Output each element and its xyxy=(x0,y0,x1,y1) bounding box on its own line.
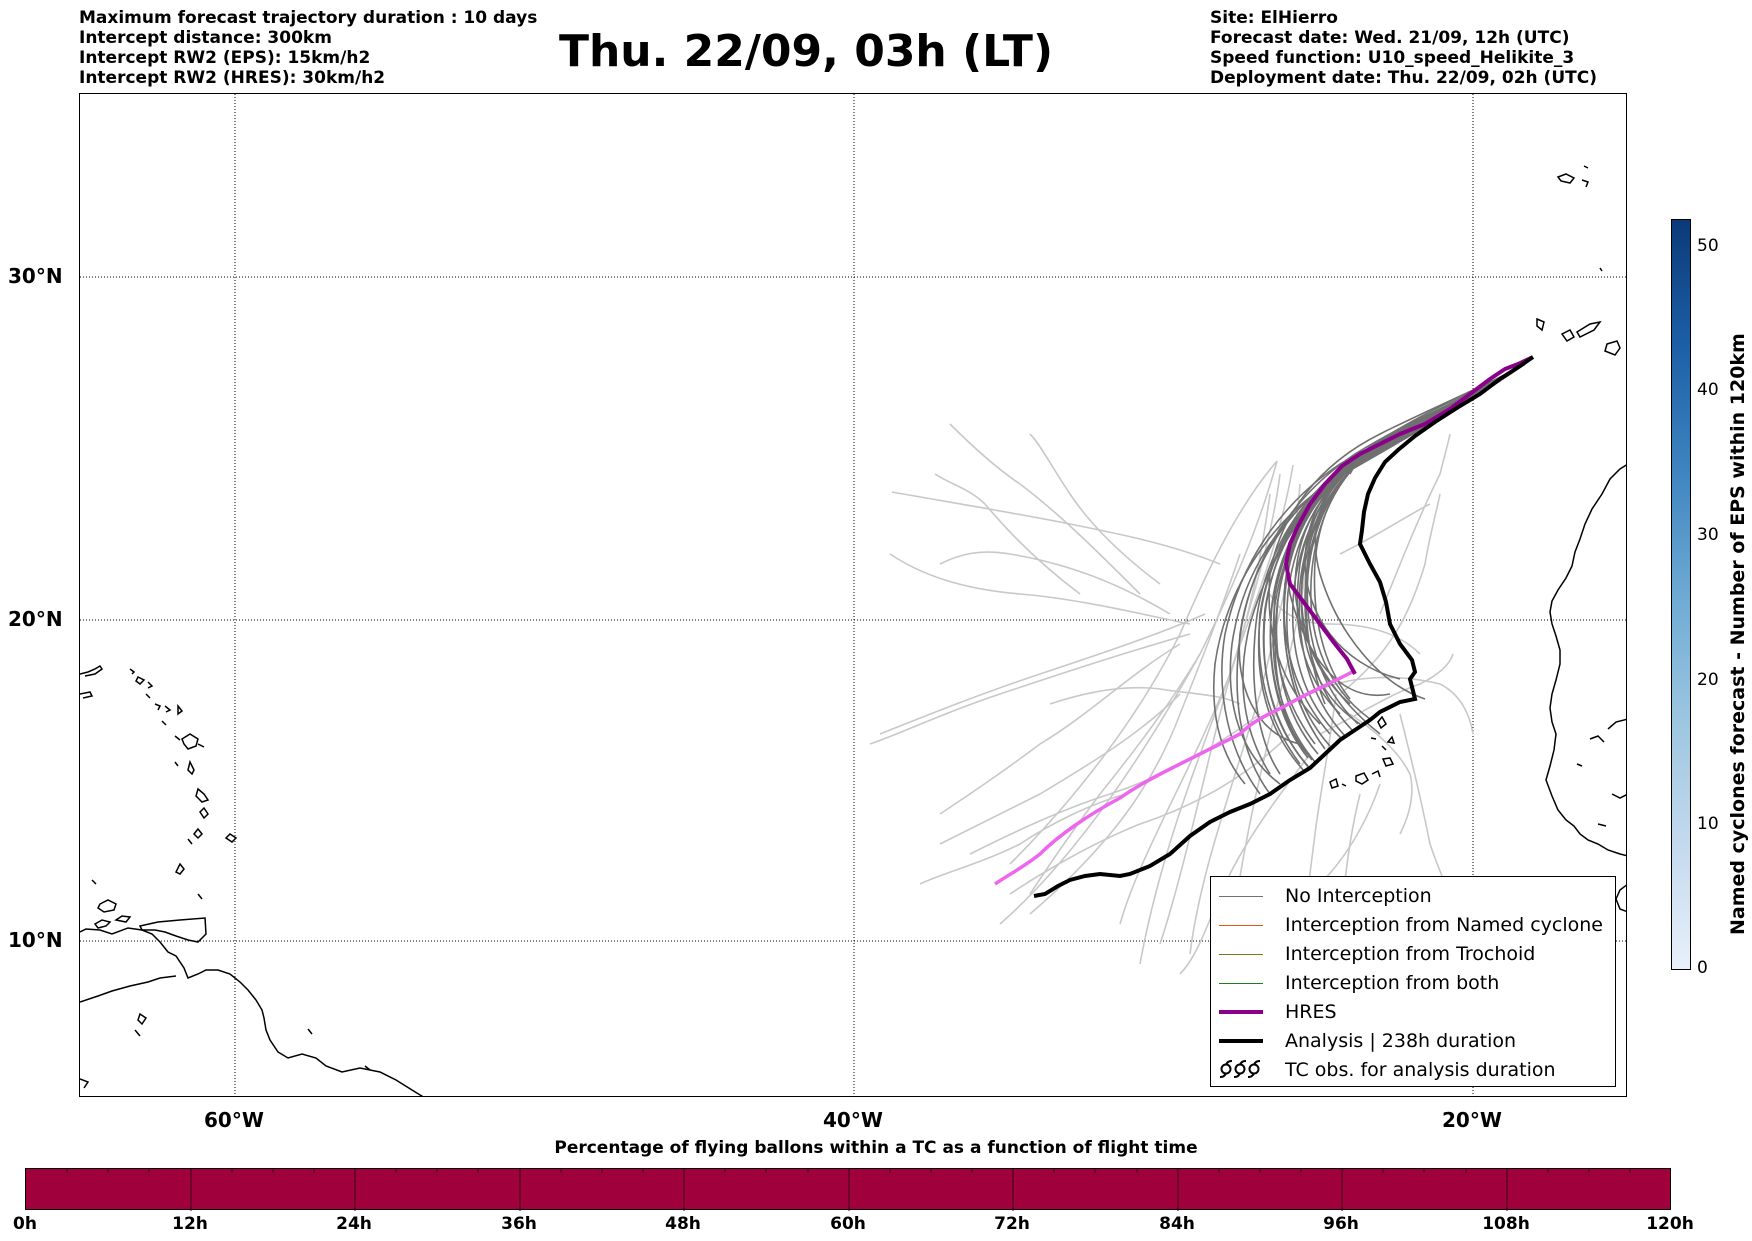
header-left-line: Maximum forecast trajectory duration : 1… xyxy=(79,8,538,28)
legend: No Interception Interception from Named … xyxy=(1210,876,1616,1087)
lat-label-30n: 30°N xyxy=(8,264,63,288)
header-left-line: Intercept RW2 (HRES): 30km/h2 xyxy=(79,68,386,88)
flight-time-tick: 48h xyxy=(665,1214,701,1234)
trajectories-dark xyxy=(1212,363,1526,795)
legend-item-both: Interception from both xyxy=(1219,969,1499,997)
legend-label: TC obs. for analysis duration xyxy=(1285,1059,1556,1081)
pink-track xyxy=(994,670,1353,886)
legend-swatch xyxy=(1219,1039,1263,1043)
legend-swatch xyxy=(1219,1010,1263,1014)
header-right-line: Site: ElHierro xyxy=(1210,8,1338,28)
header-left-line: Intercept RW2 (EPS): 15km/h2 xyxy=(79,48,371,68)
coastline-africa xyxy=(1536,165,1626,913)
flight-time-tick: 24h xyxy=(336,1214,372,1234)
flight-time-bar-title: Percentage of flying ballons within a TC… xyxy=(554,1138,1198,1158)
legend-label: Analysis | 238h duration xyxy=(1285,1030,1517,1052)
lat-label-20n: 20°N xyxy=(8,607,63,631)
colorbar-tick: 30 xyxy=(1697,525,1719,545)
trajectories-light xyxy=(869,423,1474,975)
legend-label: Interception from Trochoid xyxy=(1285,943,1536,965)
legend-label: HRES xyxy=(1285,1001,1337,1023)
colorbar-label: Named cyclones forecast - Number of EPS … xyxy=(1727,333,1749,935)
analysis-track xyxy=(1033,355,1535,898)
legend-item-named-cyclone: Interception from Named cyclone xyxy=(1219,911,1603,939)
legend-label: Interception from Named cyclone xyxy=(1285,914,1603,936)
header-right-line: Forecast date: Wed. 21/09, 12h (UTC) xyxy=(1210,28,1570,48)
legend-item-trochoid: Interception from Trochoid xyxy=(1219,940,1535,968)
coastline-caribbean xyxy=(80,664,424,1096)
lon-label-60w: 60°W xyxy=(204,1108,264,1132)
flight-time-tick: 36h xyxy=(501,1214,537,1234)
colorbar-tick: 10 xyxy=(1697,814,1719,834)
coastline-cape-verde xyxy=(1329,715,1396,789)
colorbar-tick: 40 xyxy=(1697,380,1719,400)
legend-swatch xyxy=(1219,982,1263,984)
legend-swatch xyxy=(1219,953,1263,955)
flight-time-tick: 84h xyxy=(1159,1214,1195,1234)
legend-item-no-interception: No Interception xyxy=(1219,882,1432,910)
header-right-info: Site: ElHierro Forecast date: Wed. 21/09… xyxy=(1210,8,1597,88)
flight-time-colorbar xyxy=(25,1168,1671,1211)
flight-time-tick: 60h xyxy=(830,1214,866,1234)
flight-time-tick: 96h xyxy=(1323,1214,1359,1234)
header-left-line: Intercept distance: 300km xyxy=(79,28,332,48)
lon-label-40w: 40°W xyxy=(823,1108,883,1132)
legend-swatch xyxy=(1219,924,1263,926)
legend-item-tc-obs: TC obs. for analysis duration xyxy=(1219,1056,1556,1084)
lon-label-20w: 20°W xyxy=(1442,1108,1502,1132)
header-right-line: Speed function: U10_speed_Helikite_3 xyxy=(1210,48,1575,68)
header-right-line: Deployment date: Thu. 22/09, 02h (UTC) xyxy=(1210,68,1597,88)
legend-item-analysis: Analysis | 238h duration xyxy=(1219,1027,1516,1055)
map-svg xyxy=(80,94,1626,1096)
flight-time-ticks-svg xyxy=(66,1169,1631,1211)
flight-time-tick: 72h xyxy=(994,1214,1030,1234)
legend-label: No Interception xyxy=(1285,885,1432,907)
cyclone-symbols-icon xyxy=(1219,1058,1263,1083)
flight-time-tick: 120h xyxy=(1646,1214,1694,1234)
cyclone-symbol-svg xyxy=(1219,1059,1261,1078)
page-title: Thu. 22/09, 03h (LT) xyxy=(558,26,1054,77)
colorbar-tick: 20 xyxy=(1697,670,1719,690)
flight-time-tick: 12h xyxy=(172,1214,208,1234)
legend-swatch xyxy=(1219,895,1263,897)
lat-label-10n: 10°N xyxy=(8,928,63,952)
flight-time-tick: 0h xyxy=(13,1214,37,1234)
legend-item-hres: HRES xyxy=(1219,998,1337,1026)
eps-colorbar xyxy=(1671,219,1691,970)
colorbar-tick: 50 xyxy=(1697,236,1719,256)
header-left-info: Maximum forecast trajectory duration : 1… xyxy=(79,8,537,88)
flight-time-tick: 108h xyxy=(1482,1214,1530,1234)
hres-track xyxy=(1283,355,1534,675)
legend-label: Interception from both xyxy=(1285,972,1500,994)
colorbar-tick: 0 xyxy=(1697,958,1708,978)
flight-time-minor-ticks xyxy=(66,1169,1631,1211)
